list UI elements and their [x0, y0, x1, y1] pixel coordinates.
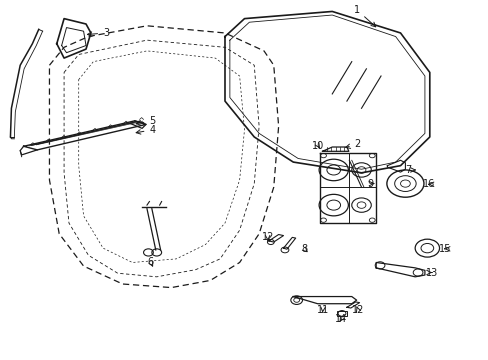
Text: 1: 1 [353, 5, 375, 27]
Text: 13: 13 [425, 267, 437, 278]
Text: 5: 5 [136, 116, 155, 126]
Text: 12: 12 [351, 305, 364, 315]
Text: 3: 3 [87, 28, 109, 38]
Text: 2: 2 [345, 139, 360, 149]
Bar [336, 311, 346, 316]
Text: 4: 4 [136, 125, 155, 135]
Text: 8: 8 [301, 244, 306, 254]
Text: 16: 16 [422, 179, 434, 189]
Text: 12: 12 [261, 232, 273, 242]
Text: 9: 9 [366, 179, 373, 189]
Text: 11: 11 [316, 305, 328, 315]
Text: 10: 10 [312, 141, 324, 151]
Text: 15: 15 [438, 244, 450, 254]
Text: 6: 6 [147, 257, 154, 267]
Text: 14: 14 [334, 314, 347, 324]
Text: 7: 7 [405, 165, 414, 175]
